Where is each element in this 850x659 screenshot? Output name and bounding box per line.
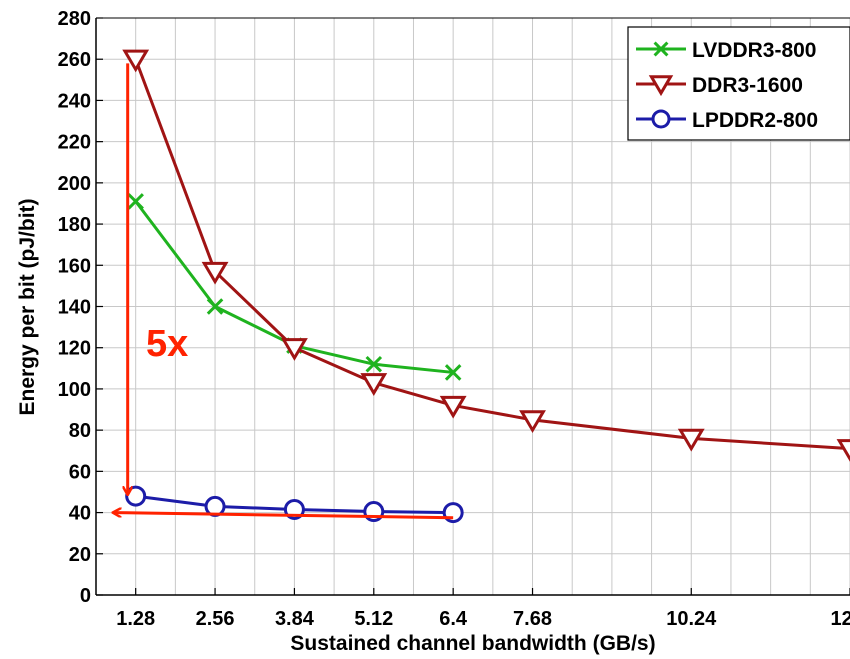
x-tick-label: 5.12	[354, 608, 393, 630]
y-tick-label: 260	[58, 49, 91, 71]
triangle-marker	[519, 410, 546, 434]
tick-labels: 0 20 40 60 80 100 120 140 160 180 200 220 240 260 280 1…	[58, 8, 850, 630]
y-tick-label: 180	[58, 214, 91, 236]
axes	[95, 17, 850, 596]
triangle-marker	[280, 338, 308, 361]
data-series	[122, 49, 850, 524]
y-tick-label: 60	[69, 461, 91, 483]
circle-marker	[125, 485, 147, 507]
x-marker-stroke	[365, 355, 383, 373]
x-tick-label: 3.84	[275, 608, 315, 630]
legend-label: LVDDR3-800	[692, 39, 816, 62]
x-tick-label: 10.24	[666, 608, 717, 630]
y-axis-label: Energy per bit (pJ/bit)	[16, 198, 39, 415]
x-marker-stroke	[653, 41, 669, 57]
y-tick-label: 280	[58, 8, 91, 30]
horizontal-arrow	[114, 513, 454, 520]
y-tick-label: 240	[58, 90, 91, 112]
y-tick-label: 140	[58, 297, 91, 319]
y-tick-label: 0	[80, 585, 91, 607]
y-tick-label: 80	[69, 420, 91, 442]
triangle-marker	[836, 439, 850, 462]
x-marker	[444, 364, 462, 381]
y-tick-label: 120	[58, 338, 91, 360]
y-tick-label: 160	[58, 255, 91, 277]
series-lpddr2-800	[125, 485, 464, 524]
x-marker	[365, 355, 383, 373]
legend-item: LVDDR3-800	[636, 39, 816, 62]
y-tick-label: 100	[58, 379, 91, 401]
legend-label: DDR3-1600	[692, 74, 803, 97]
series-ddr3-1600	[122, 49, 850, 462]
triangle-marker	[122, 49, 150, 73]
legend-label: LPDDR2-800	[692, 109, 818, 132]
y-tick-label: 220	[58, 132, 91, 154]
x-tick-label: 6.4	[439, 608, 468, 630]
x-tick-label: 1.28	[116, 608, 155, 630]
x-marker-stroke	[127, 193, 144, 210]
annotation-5x: 5x	[146, 323, 188, 365]
x-tick-label: 12.8	[831, 608, 850, 630]
triangle-marker	[648, 75, 674, 97]
y-tick-label: 40	[69, 503, 91, 525]
triangle-marker	[360, 373, 388, 396]
circle-marker	[651, 109, 671, 129]
legend: LVDDR3-800 DDR3-1600 LPDDR2-800	[627, 26, 850, 141]
x-tick-label: 7.68	[513, 608, 552, 630]
legend-item: DDR3-1600	[636, 74, 803, 97]
triangle-marker	[677, 428, 705, 452]
legend-item: LPDDR2-800	[636, 109, 818, 132]
x-marker-stroke	[444, 364, 462, 381]
x-tick-label: 2.56	[196, 608, 235, 630]
y-tick-label: 200	[58, 173, 91, 195]
triangle-marker	[439, 395, 467, 419]
x-marker	[206, 298, 224, 315]
annotations: 5x	[114, 63, 454, 520]
x-marker	[127, 193, 144, 210]
series-line	[134, 58, 850, 451]
triangle-marker	[201, 261, 229, 285]
y-tick-label: 20	[69, 544, 91, 566]
x-marker	[653, 41, 669, 57]
x-marker-stroke	[206, 298, 224, 315]
x-axis-label: Sustained channel bandwidth (GB/s)	[290, 632, 655, 655]
